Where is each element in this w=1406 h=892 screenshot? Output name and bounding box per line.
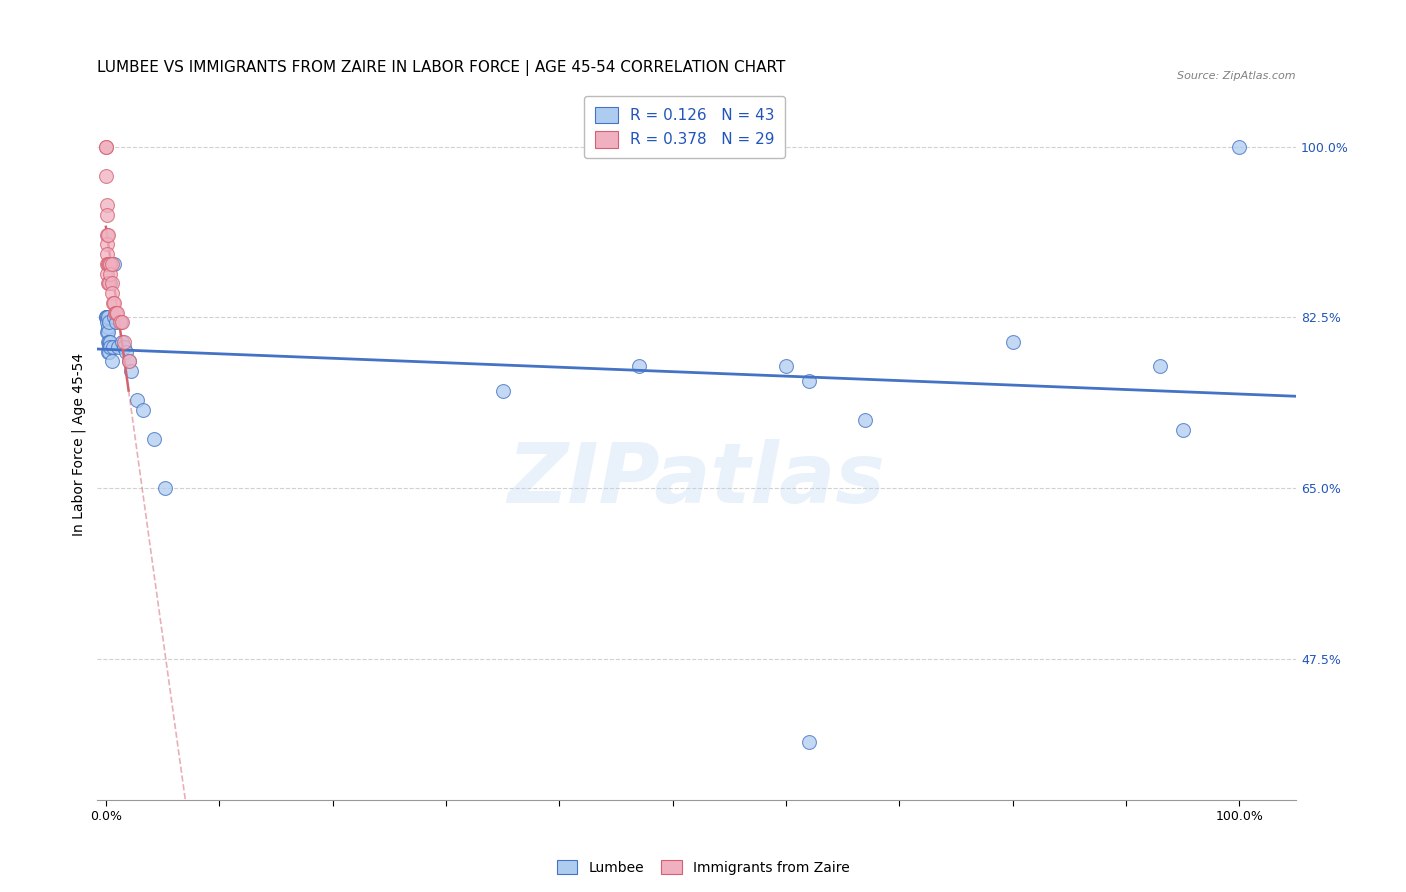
Point (94, 140, 117, 154)
Point (100, 257, 122, 271)
Point (96, 257, 118, 271)
Text: LUMBEE VS IMMIGRANTS FROM ZAIRE IN LABOR FORCE | AGE 45-54 CORRELATION CHART: LUMBEE VS IMMIGRANTS FROM ZAIRE IN LABOR… (97, 60, 785, 76)
Point (105, 315, 128, 329)
Y-axis label: In Labor Force | Age 45-54: In Labor Force | Age 45-54 (72, 352, 86, 536)
Point (94, 310, 117, 325)
Point (96, 310, 118, 325)
Point (96, 237, 118, 252)
Text: Source: ZipAtlas.com: Source: ZipAtlas.com (1177, 71, 1296, 81)
Point (96, 247, 118, 261)
Point (94, 169, 117, 183)
Point (115, 344, 138, 359)
Point (153, 481, 176, 495)
Legend: Lumbee, Immigrants from Zaire: Lumbee, Immigrants from Zaire (551, 855, 855, 880)
Point (94, 310, 117, 325)
Point (97, 310, 120, 325)
Point (120, 364, 142, 378)
Point (97, 257, 120, 271)
Point (97, 334, 120, 349)
Point (853, 413, 876, 427)
Point (112, 334, 135, 349)
Text: ZIPatlas: ZIPatlas (508, 439, 886, 520)
Point (100, 286, 122, 301)
Point (98, 315, 121, 329)
Point (97, 344, 120, 359)
Point (125, 393, 148, 408)
Point (797, 374, 820, 388)
Point (627, 359, 650, 373)
Point (96, 315, 118, 329)
Point (111, 315, 134, 329)
Point (98, 334, 121, 349)
Point (101, 340, 124, 354)
Point (797, 734, 820, 748)
Point (1229, 140, 1251, 154)
Point (96, 325, 118, 339)
Point (103, 295, 125, 310)
Point (96, 198, 118, 212)
Point (117, 354, 139, 368)
Point (105, 305, 128, 319)
Point (104, 305, 127, 319)
Point (107, 340, 129, 354)
Point (96, 227, 118, 242)
Point (100, 267, 122, 281)
Point (96, 208, 118, 222)
Point (103, 257, 125, 271)
Point (1171, 423, 1194, 437)
Point (97, 277, 120, 291)
Point (100, 334, 122, 349)
Point (98, 340, 121, 354)
Point (98, 344, 121, 359)
Point (97, 227, 120, 242)
Point (97, 320, 120, 334)
Point (1001, 334, 1024, 349)
Point (98, 257, 121, 271)
Point (101, 295, 124, 310)
Legend: R = 0.126   N = 43, R = 0.378   N = 29: R = 0.126 N = 43, R = 0.378 N = 29 (583, 96, 785, 158)
Point (111, 334, 134, 349)
Point (108, 315, 131, 329)
Point (100, 340, 122, 354)
Point (142, 432, 165, 446)
Point (100, 257, 122, 271)
Point (105, 305, 128, 319)
Point (491, 384, 513, 398)
Point (103, 310, 125, 325)
Point (132, 403, 155, 417)
Point (110, 315, 132, 329)
Point (117, 354, 139, 368)
Point (98, 277, 121, 291)
Point (96, 267, 118, 281)
Point (112, 340, 135, 354)
Point (100, 277, 122, 291)
Point (775, 359, 797, 373)
Point (97, 325, 120, 339)
Point (100, 277, 122, 291)
Point (1149, 359, 1171, 373)
Point (100, 354, 122, 368)
Point (94, 140, 117, 154)
